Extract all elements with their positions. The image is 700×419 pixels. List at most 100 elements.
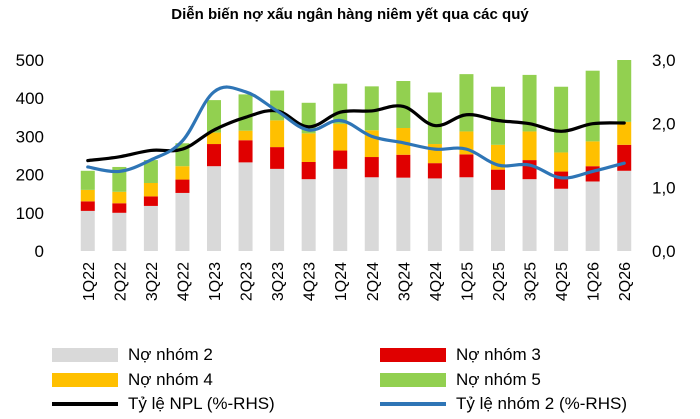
legend-swatch: [380, 348, 446, 362]
x-tick-label: 2Q26: [617, 262, 634, 301]
x-tick-label: 1Q25: [459, 262, 476, 301]
bar-segment-2-2q22: [112, 203, 127, 213]
bar-segment-3-3q25: [522, 131, 537, 161]
bar-segment-2-2q24: [364, 157, 379, 178]
left-tick-label: 200: [16, 166, 44, 185]
bar-segment-1-1q25: [459, 177, 474, 251]
x-tick-label: 2Q25: [491, 262, 508, 301]
bar-segment-1-2q22: [112, 212, 127, 251]
bar-segment-1-3q23: [270, 168, 285, 251]
bar-segment-1-1q26: [585, 181, 600, 251]
right-tick-label: 0,0: [652, 242, 676, 261]
bar-segment-4-4q24: [427, 92, 442, 145]
bar-segment-3-4q23: [301, 133, 316, 162]
legend-item-no-nhom-2: Nợ nhóm 2: [52, 344, 213, 366]
legend-label: Tỷ lệ nhóm 2 (%-RHS): [456, 394, 627, 413]
legend-item-ty-le-npl: Tỷ lệ NPL (%-RHS): [52, 393, 275, 415]
bar-segment-1-4q22: [175, 192, 190, 251]
bar-segment-3-1q24: [333, 123, 348, 151]
bar-segment-1-4q23: [301, 179, 316, 251]
x-tick-label: 1Q26: [586, 262, 603, 301]
bar-segment-4-1q24: [333, 83, 348, 124]
bar-segment-4-2q23: [238, 94, 253, 131]
bar-segment-1-4q25: [554, 188, 569, 251]
bar-segment-1-4q24: [427, 178, 442, 251]
bar-segment-1-2q23: [238, 162, 253, 251]
x-tick-label: 4Q22: [175, 262, 192, 301]
bar-segment-4-1q26: [585, 70, 600, 142]
bar-segment-2-2q25: [491, 169, 505, 190]
bar-segment-3-2q26: [617, 121, 632, 145]
legend-label: Tỷ lệ NPL (%-RHS): [128, 394, 275, 413]
bar-segment-1-2q26: [617, 170, 632, 251]
bar-segment-3-2q23: [238, 130, 253, 141]
bar-segment-1-3q24: [396, 177, 411, 251]
chart-title: Diễn biến nợ xấu ngân hàng niêm yết qua …: [171, 6, 529, 23]
legend-label: Nợ nhóm 5: [456, 370, 541, 389]
x-tick-label: 4Q25: [554, 262, 571, 301]
left-axis: 0 100 200 300 400 500: [16, 51, 44, 261]
bar-segment-1-3q22: [143, 205, 158, 251]
legend-label: Nợ nhóm 4: [128, 370, 213, 389]
bar-segment-3-4q25: [554, 152, 569, 172]
bar-segment-2-4q22: [175, 179, 190, 193]
bar-segment-4-3q25: [522, 74, 537, 132]
legend: Nợ nhóm 2 Nợ nhóm 3 Nợ nhóm 4 Nợ nhóm 5 …: [0, 336, 700, 419]
x-tick-label: 2Q23: [239, 262, 256, 301]
left-tick-label: 0: [35, 242, 44, 261]
bar-segment-2-1q22: [80, 201, 95, 211]
bar-segment-4-3q22: [143, 160, 158, 184]
bar-segment-2-2q23: [238, 140, 253, 163]
left-tick-label: 100: [16, 204, 44, 223]
x-tick-label: 3Q22: [144, 262, 161, 301]
bar-segment-2-4q23: [301, 161, 316, 180]
x-tick-label: 1Q23: [207, 262, 224, 301]
right-tick-label: 2,0: [652, 115, 676, 134]
right-axis: 0,0 1,0 2,0 3,0: [652, 51, 676, 261]
bar-segment-1-2q25: [491, 189, 505, 251]
bar-segment-2-1q23: [207, 144, 221, 167]
x-tick-label: 4Q24: [428, 262, 445, 301]
x-tick-label: 3Q24: [396, 262, 413, 301]
bar-segment-4-1q23: [207, 100, 221, 133]
bar-segment-1-1q22: [80, 210, 95, 251]
bar-segment-3-1q23: [207, 132, 221, 145]
bar-segment-1-1q24: [333, 168, 348, 251]
bar-segment-3-3q23: [270, 120, 285, 148]
bar-segment-2-1q25: [459, 154, 474, 178]
bar-segment-4-3q24: [396, 81, 411, 128]
right-tick-label: 3,0: [652, 51, 676, 70]
bar-segment-2-4q24: [427, 163, 442, 179]
x-tick-label: 3Q25: [523, 262, 540, 301]
bar-segment-3-4q22: [175, 166, 190, 180]
bar-segment-4-4q25: [554, 86, 569, 153]
legend-item-no-nhom-4: Nợ nhóm 4: [52, 369, 213, 391]
bar-segment-3-2q22: [112, 191, 127, 204]
chart-plot: 0 100 200 300 400 500 0,0 1,0 2,0 3,0 1Q22 2Q22 3Q…: [16, 51, 676, 301]
left-tick-label: 400: [16, 89, 44, 108]
legend-item-no-nhom-5: Nợ nhóm 5: [380, 369, 541, 391]
bar-segment-4-1q22: [80, 170, 95, 190]
legend-swatch: [380, 402, 446, 406]
x-tick-label: 2Q22: [112, 262, 129, 301]
bar-segment-3-1q22: [80, 189, 95, 202]
x-tick-label: 1Q24: [333, 262, 350, 301]
npl-ratio-line: [86, 104, 626, 163]
bar-segment-2-1q24: [333, 150, 348, 169]
bar-segment-4-2q25: [491, 86, 505, 145]
line-series-group: [86, 85, 626, 180]
bar-segment-2-2q26: [617, 144, 632, 171]
legend-item-ty-le-nhom-2: Tỷ lệ nhóm 2 (%-RHS): [380, 393, 627, 415]
legend-swatch: [52, 373, 118, 387]
left-tick-label: 300: [16, 127, 44, 146]
bar-segment-1-3q25: [522, 179, 537, 251]
bar-segment-3-3q22: [143, 183, 158, 197]
bar-segment-4-1q25: [459, 74, 474, 132]
x-tick-label: 2Q24: [365, 262, 382, 301]
bar-segment-2-3q23: [270, 147, 285, 169]
group2-ratio-line: [86, 85, 626, 180]
right-tick-label: 1,0: [652, 178, 676, 197]
bar-segment-1-2q24: [364, 177, 379, 251]
bar-segment-2-4q25: [554, 171, 569, 189]
left-tick-label: 500: [16, 51, 44, 70]
